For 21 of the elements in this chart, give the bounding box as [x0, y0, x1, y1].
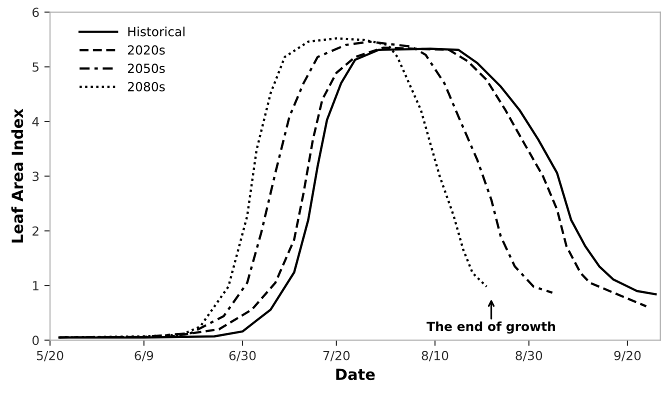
y-tick-label: 1 — [33, 281, 38, 290]
y-tick-label: 3 — [32, 172, 39, 182]
y-tick-label: 5 — [32, 62, 39, 72]
x-tick-label: 7/20 — [323, 350, 350, 362]
legend-label: 2080s — [128, 82, 165, 92]
legend-label: 2020s — [128, 45, 165, 55]
legend-label: 2050s — [128, 64, 165, 74]
legend-label: Historical — [128, 26, 184, 36]
y-axis-title: Leaf Area Index — [11, 108, 24, 242]
x-tick-label: 5/20 — [36, 350, 64, 362]
x-tick-label: 6/30 — [229, 350, 256, 362]
x-tick-label: 8/30 — [516, 350, 542, 362]
annotation: The end of growth — [426, 321, 556, 334]
x-tick-label: 6/9 — [134, 350, 154, 362]
y-tick-label: 2 — [32, 226, 38, 236]
y-tick-label: 6 — [32, 8, 39, 18]
y-tick-label: 4 — [32, 117, 39, 126]
x-axis-title: Date — [336, 368, 375, 380]
x-tick-label: 9/20 — [614, 350, 641, 362]
x-tick-label: 8/10 — [422, 350, 448, 362]
y-tick-label: 0 — [32, 336, 39, 346]
